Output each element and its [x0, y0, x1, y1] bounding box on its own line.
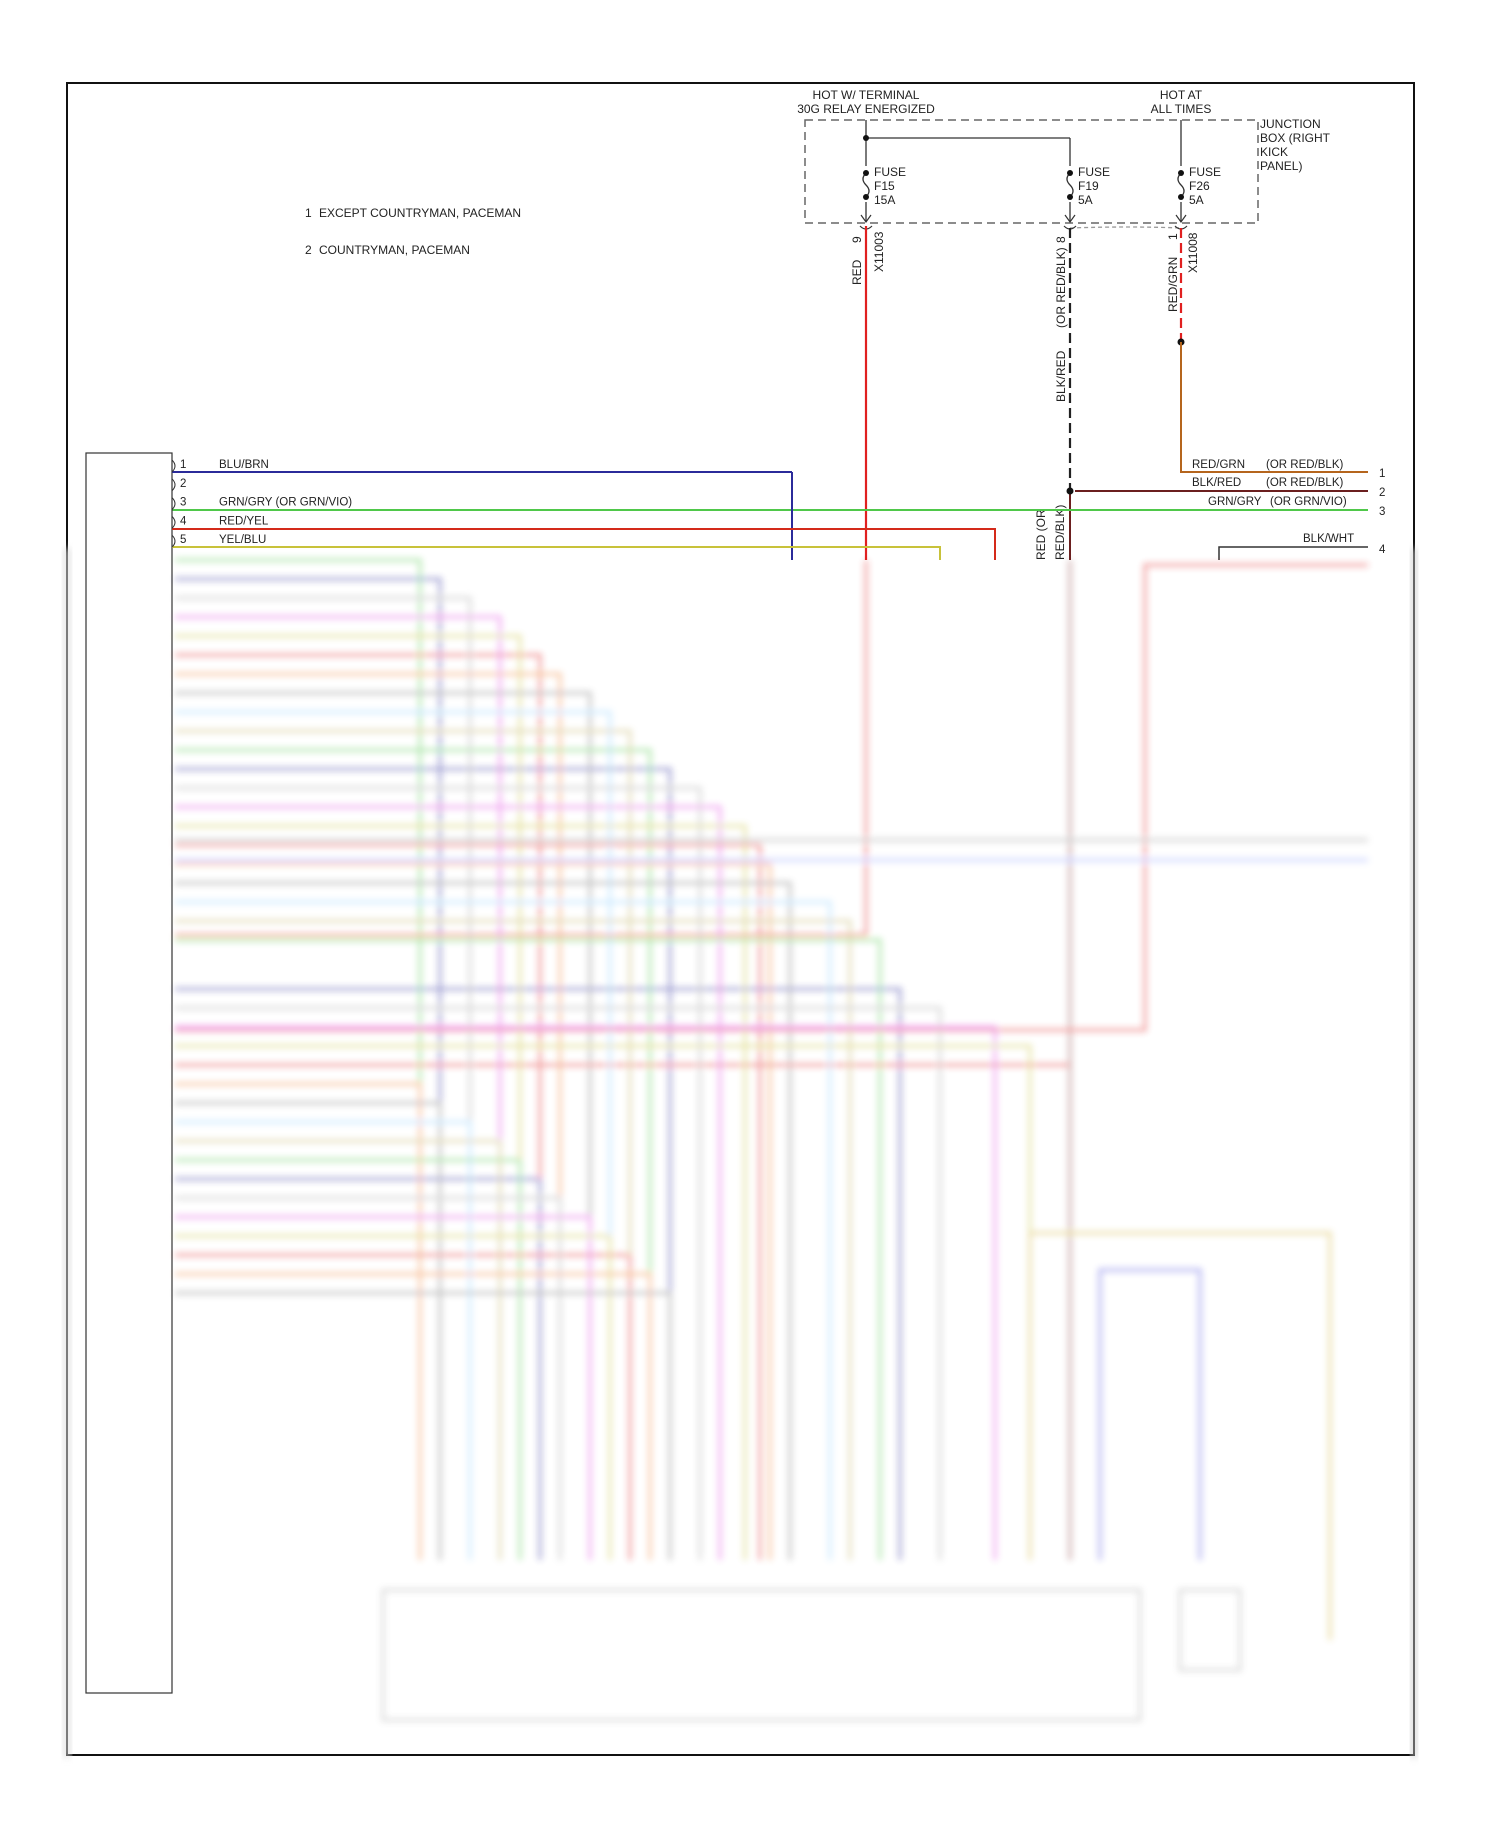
junction-label-line: KICK [1260, 145, 1288, 159]
left-pin-5: 5 YEL/BLU [171, 534, 266, 548]
left-pin-3: 3 GRN/GRY (OR GRN/VIO) [171, 497, 352, 510]
right-wire-label: RED/GRN [1192, 459, 1245, 471]
right-wire-alt: (OR RED/BLK) [1266, 477, 1343, 489]
left-pin-2: 2 [171, 478, 186, 492]
fuse-feed-lines [865, 120, 1182, 229]
right-pin-number: 4 [1379, 544, 1386, 556]
junction-box [804, 119, 1259, 224]
fuse-label: F19 [1078, 179, 1099, 193]
pin-8-label: 8 [1054, 236, 1068, 243]
fuse-label: FUSE [1078, 165, 1110, 179]
wire-red-label: RED [850, 259, 864, 285]
right-pin-number: 3 [1379, 506, 1385, 518]
relay-power-label-2: 30G RELAY ENERGIZED [797, 102, 935, 116]
fuse-label: 5A [1078, 193, 1093, 207]
junction-label-line: JUNCTION [1260, 117, 1321, 131]
wire-label: BLU/BRN [219, 459, 269, 471]
vertical-wire-label: RED (OR [1034, 509, 1048, 560]
note-2-text: COUNTRYMAN, PACEMAN [319, 243, 470, 257]
note-1-text: EXCEPT COUNTRYMAN, PACEMAN [319, 206, 521, 220]
wire-blk-wht [1218, 546, 1368, 560]
wire-label: GRN/GRY (OR GRN/VIO) [219, 497, 352, 509]
pin-1-label: 1 [1166, 233, 1180, 240]
right-pin-number: 2 [1379, 487, 1385, 499]
diagram-frame [66, 82, 1415, 1756]
note-1-number: 1 [305, 206, 312, 220]
wire-label: YEL/BLU [219, 534, 266, 546]
right-pin-number: 1 [1379, 468, 1385, 480]
pin-number: 4 [180, 515, 187, 527]
left-module-box [85, 452, 173, 1694]
right-wire-alt: (OR RED/BLK) [1266, 459, 1343, 471]
pin-number: 3 [180, 497, 186, 509]
wire-red-grn-label: RED/GRN [1166, 257, 1180, 312]
right-wire-alt: (OR GRN/VIO) [1270, 496, 1347, 508]
left-pin-4: 4 RED/YEL [171, 515, 269, 529]
right-wire-label: GRN/GRY [1208, 496, 1262, 508]
fuse-label: 5A [1189, 193, 1204, 207]
wire-yel-blu [172, 546, 941, 560]
connector-x11003-label: X11003 [872, 231, 886, 272]
right-wire-label: BLK/WHT [1303, 533, 1354, 545]
pin-9-label: 9 [850, 236, 864, 243]
wire-label: RED/YEL [219, 515, 269, 527]
always-hot-label-2: ALL TIMES [1151, 102, 1212, 116]
junction-label-line: PANEL) [1260, 159, 1302, 173]
always-hot-label: HOT AT [1160, 88, 1203, 102]
note-2-number: 2 [305, 243, 312, 257]
junction-label-line: BOX (RIGHT [1260, 131, 1331, 145]
wire-red-grn-brown [1180, 342, 1368, 473]
connector-x11008-label: X11008 [1186, 232, 1200, 273]
pin-number: 5 [180, 534, 186, 546]
junction-box-label: JUNCTION BOX (RIGHT KICK PANEL) [1260, 117, 1331, 173]
fuse-label: 15A [874, 193, 895, 207]
fuse-label: F15 [874, 179, 895, 193]
fuse-label: FUSE [874, 165, 906, 179]
pin-number: 2 [180, 478, 186, 490]
fuse-label: F26 [1189, 179, 1210, 193]
right-wire-label: BLK/RED [1192, 477, 1241, 489]
blurred-diagram-section [175, 558, 1368, 1721]
notes: 1 EXCEPT COUNTRYMAN, PACEMAN 2 COUNTRYMA… [305, 206, 521, 257]
pin-number: 1 [180, 459, 186, 471]
vertical-wire-label-2: RED/BLK) [1053, 505, 1067, 560]
wire-alt-label: (OR RED/BLK) [1054, 247, 1068, 328]
wire-blk-red-label: BLK/RED [1054, 350, 1068, 402]
left-pin-1: 1 BLU/BRN [171, 459, 269, 473]
relay-power-label: HOT W/ TERMINAL [813, 88, 920, 102]
fuse-label: FUSE [1189, 165, 1221, 179]
wire-red-yel [172, 528, 996, 560]
right-connector-labels: RED/GRN (OR RED/BLK) BLK/RED (OR RED/BLK… [1192, 459, 1386, 556]
